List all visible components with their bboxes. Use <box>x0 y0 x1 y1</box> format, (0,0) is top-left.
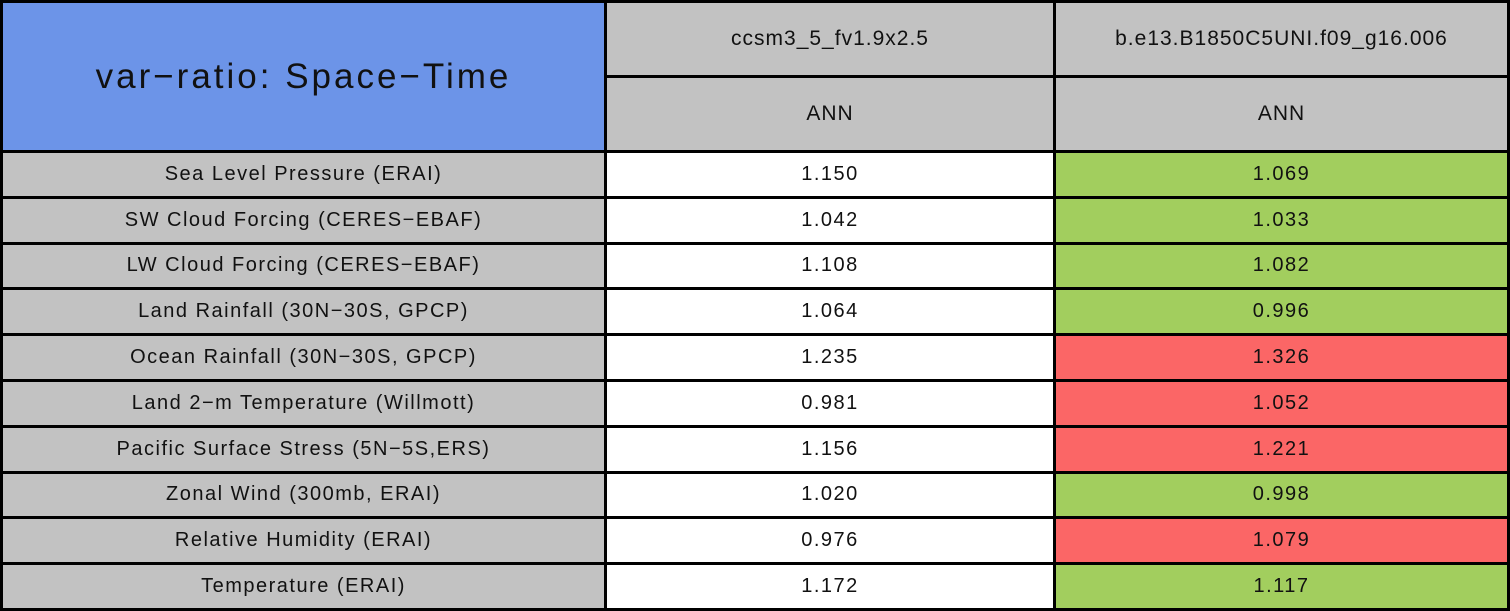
row-label-land-2m-temperature: Land 2−m Temperature (Willmott) <box>3 381 604 425</box>
value-cell: 1.033 <box>1056 198 1507 242</box>
value-cell: 1.042 <box>607 198 1053 242</box>
value-cell: 1.108 <box>607 244 1053 288</box>
value-cell: 1.156 <box>607 427 1053 471</box>
row-label-relative-humidity: Relative Humidity (ERAI) <box>3 519 604 563</box>
row-label-pacific-surface-stress: Pacific Surface Stress (5N−5S,ERS) <box>3 427 604 471</box>
value-cell: 0.981 <box>607 381 1053 425</box>
column-header-model-1: ccsm3_5_fv1.9x2.5 <box>607 3 1053 75</box>
value-cell: 1.082 <box>1056 244 1507 288</box>
value-cell: 0.976 <box>607 519 1053 563</box>
value-cell: 1.150 <box>607 153 1053 196</box>
column-header-season-2: ANN <box>1056 78 1507 150</box>
table-title: var−ratio: Space−Time <box>3 3 604 150</box>
value-cell: 1.235 <box>607 336 1053 379</box>
value-cell: 1.020 <box>607 473 1053 517</box>
row-label-lw-cloud-forcing: LW Cloud Forcing (CERES−EBAF) <box>3 244 604 288</box>
value-cell: 1.052 <box>1056 381 1507 425</box>
table-title-text: var−ratio: Space−Time <box>95 56 512 96</box>
row-label-land-rainfall: Land Rainfall (30N−30S, GPCP) <box>3 290 604 334</box>
row-label-zonal-wind: Zonal Wind (300mb, ERAI) <box>3 473 604 517</box>
value-cell: 1.117 <box>1056 565 1507 608</box>
value-cell: 1.069 <box>1056 153 1507 196</box>
value-cell: 1.064 <box>607 290 1053 334</box>
column-header-season-1: ANN <box>607 78 1053 150</box>
value-cell: 1.326 <box>1056 336 1507 379</box>
row-label-temperature: Temperature (ERAI) <box>3 565 604 608</box>
value-cell: 1.079 <box>1056 519 1507 563</box>
value-cell: 1.221 <box>1056 427 1507 471</box>
value-cell: 0.998 <box>1056 473 1507 517</box>
value-cell: 1.172 <box>607 565 1053 608</box>
value-cell: 0.996 <box>1056 290 1507 334</box>
row-label-ocean-rainfall: Ocean Rainfall (30N−30S, GPCP) <box>3 336 604 379</box>
row-label-sw-cloud-forcing: SW Cloud Forcing (CERES−EBAF) <box>3 198 604 242</box>
column-header-model-2: b.e13.B1850C5UNI.f09_g16.006 <box>1056 3 1507 75</box>
row-label-sea-level-pressure: Sea Level Pressure (ERAI) <box>3 153 604 196</box>
